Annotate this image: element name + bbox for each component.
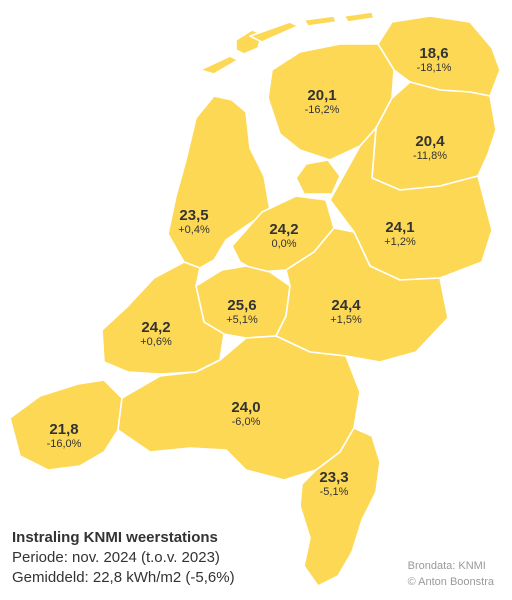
value-label-friesland: 20,1 [307,87,336,104]
change-label-gelderland: +1,5% [330,314,362,326]
value-label-groningen: 18,6 [419,45,448,62]
change-label-friesland: -16,2% [305,104,340,116]
value-label-noord-brabant: 24,0 [231,399,260,416]
province-limburg [299,427,381,587]
change-label-flevoland: 0,0% [271,238,296,250]
source-credits: Brondata: KNMI © Anton Boonstra [408,558,494,590]
province-noord-holland [167,95,271,269]
value-label-flevoland: 24,2 [269,221,298,238]
province-zuid-holland [101,261,225,375]
value-label-zeeland: 21,8 [49,421,78,438]
change-label-zeeland: -16,0% [47,438,82,450]
island-terschelling [249,21,299,43]
island-noordoostpolder [295,159,341,195]
change-label-groningen: -18,1% [417,62,452,74]
change-label-overijssel: +1,2% [384,236,416,248]
value-label-zuid-holland: 24,2 [141,319,170,336]
change-label-noord-holland: +0,4% [178,224,210,236]
island-ameland [303,15,337,27]
province-groningen [377,15,501,97]
value-label-overijssel: 24,1 [385,219,414,236]
source-author: © Anton Boonstra [407,576,494,588]
change-label-limburg: -5,1% [320,486,349,498]
change-label-utrecht: +5,1% [226,314,258,326]
province-shapes [9,11,501,587]
change-label-drenthe: -11,8% [413,150,447,162]
value-label-gelderland: 24,4 [331,297,361,314]
value-label-drenthe: 20,4 [415,133,445,150]
caption-title: Instraling KNMI weerstations [12,529,218,546]
change-label-noord-brabant: -6,0% [232,416,261,428]
caption-average: Gemiddeld: 22,8 kWh/m2 (-5,6%) [12,569,235,586]
value-label-limburg: 23,3 [319,469,348,486]
change-label-zuid-holland: +0,6% [140,336,172,348]
region-labels: 18,6-18,1% 20,1-16,2% 20,4-11,8% 23,5+0,4% 2… [47,45,452,498]
caption-period: Periode: nov. 2024 (t.o.v. 2023) [12,549,220,566]
island-vlieland [199,55,239,75]
island-schiermonnikoog [343,11,375,23]
value-label-noord-holland: 23,5 [179,207,208,224]
value-label-utrecht: 25,6 [227,297,256,314]
map-caption: Instraling KNMI weerstations Periode: no… [12,528,235,588]
source-data: Brondata: KNMI [407,560,486,572]
province-gelderland [275,227,449,363]
